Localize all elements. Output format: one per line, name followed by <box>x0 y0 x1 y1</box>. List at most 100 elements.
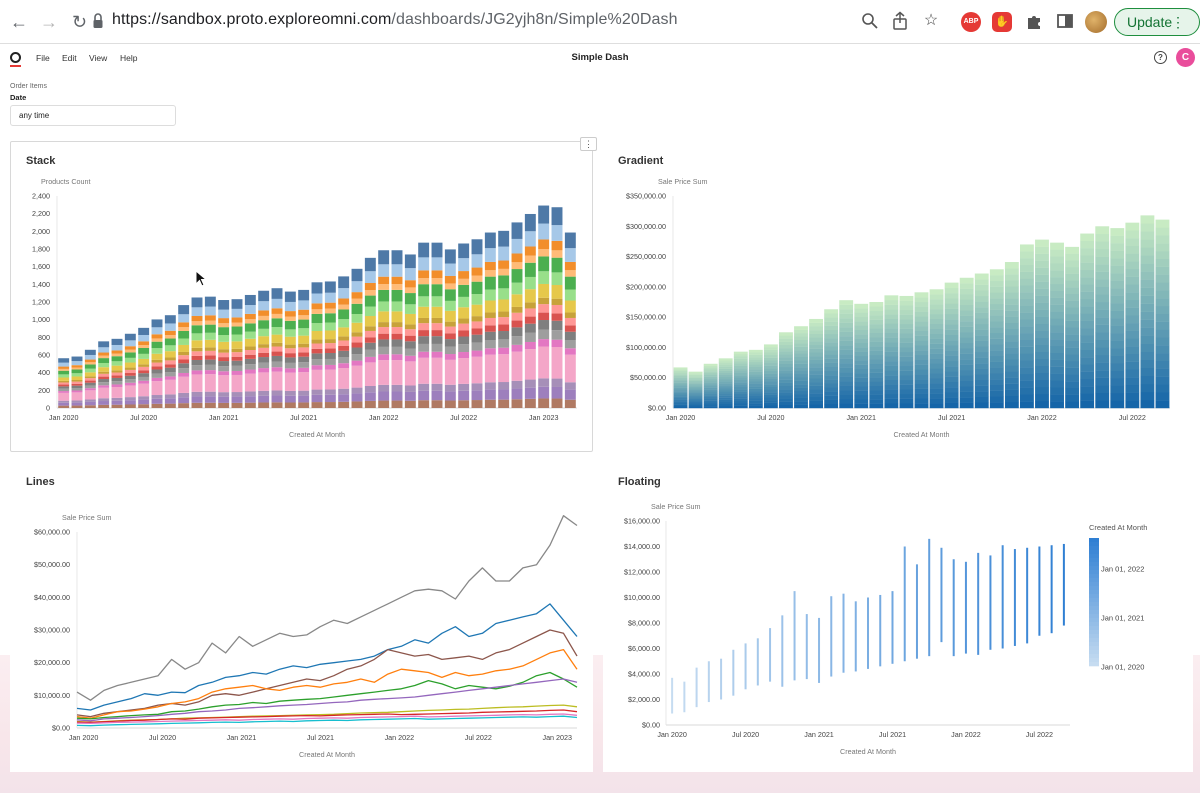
stack-bar-segment <box>351 360 363 366</box>
floating-y-axis-title: Sale Price Sum <box>651 502 701 511</box>
floating-bar <box>1013 549 1016 646</box>
gradient-bar-segment <box>974 385 989 392</box>
gradient-bar-segment <box>854 373 869 378</box>
gradient-bar-segment <box>1019 244 1034 252</box>
floating-legend-gradient <box>1089 630 1099 635</box>
share-icon[interactable] <box>890 11 910 31</box>
stack-bar-segment <box>298 289 310 301</box>
menu-view[interactable]: View <box>89 53 108 63</box>
stop-hand-icon[interactable]: ✋ <box>992 12 1012 32</box>
gradient-bar-segment <box>748 400 763 404</box>
gradient-bar-segment <box>989 384 1004 391</box>
bookmark-star-icon[interactable]: ☆ <box>923 12 939 29</box>
menu-edit[interactable]: Edit <box>62 53 77 63</box>
stack-bar-segment <box>204 359 216 365</box>
menu-help[interactable]: Help <box>120 53 138 63</box>
menu-file[interactable]: File <box>36 53 50 63</box>
stack-bar-segment <box>231 365 243 371</box>
gradient-bar-segment <box>1125 253 1140 262</box>
stack-bar-segment <box>138 404 150 408</box>
side-panel-icon[interactable] <box>1055 11 1075 31</box>
gradient-bar-segment <box>688 386 703 389</box>
stack-bar-segment <box>204 391 216 397</box>
update-button[interactable]: Update ⋮ <box>1114 8 1200 36</box>
gradient-bar-segment <box>1110 385 1125 394</box>
gradient-bar-segment <box>809 385 824 390</box>
stack-bar-segment <box>338 304 350 310</box>
stack-bar-segment <box>71 383 83 386</box>
forward-arrow-icon[interactable]: → <box>40 12 58 32</box>
stack-bar-segment <box>84 362 96 365</box>
stack-bar-segment <box>324 292 336 303</box>
stack-bar-segment <box>138 383 150 397</box>
gradient-bar-segment <box>1140 271 1155 280</box>
omni-logo-icon[interactable] <box>10 52 21 63</box>
help-icon[interactable]: ? <box>1154 51 1167 64</box>
gradient-bar-segment <box>989 286 1004 293</box>
stack-bar-segment <box>444 310 456 322</box>
stack-bar-segment <box>298 328 310 336</box>
stack-bar-segment <box>351 387 363 394</box>
stack-bar-segment <box>364 400 376 408</box>
gradient-bar-segment <box>1125 299 1140 308</box>
back-arrow-icon[interactable]: ← <box>10 12 28 32</box>
zoom-icon[interactable] <box>860 11 880 31</box>
gradient-bar-segment <box>1110 273 1125 281</box>
gradient-bar-segment <box>854 338 869 344</box>
stack-bar-segment <box>164 360 176 365</box>
gradient-bar-segment <box>1080 349 1095 358</box>
date-filter-input[interactable]: any time <box>10 105 176 126</box>
floating-bar <box>867 597 869 669</box>
gradient-bar-segment <box>1080 393 1095 401</box>
stack-bar-segment <box>524 349 536 380</box>
stack-bar-segment <box>458 258 470 272</box>
stack-bar-segment <box>378 322 390 328</box>
gradient-bar-segment <box>989 332 1004 339</box>
reload-icon[interactable]: ↻ <box>72 12 88 32</box>
stack-bar-segment <box>244 346 256 351</box>
stack-bar-segment <box>324 339 336 344</box>
stack-bar-segment <box>391 264 403 277</box>
stack-bar-segment <box>138 373 150 377</box>
gradient-bar-segment <box>779 344 793 349</box>
stack-bar-segment <box>324 369 336 390</box>
stack-bar-segment <box>338 345 350 351</box>
user-avatar[interactable]: C <box>1176 48 1195 67</box>
gradient-bar-segment <box>1080 269 1095 278</box>
stack-bar-segment <box>84 401 96 406</box>
adblock-icon[interactable]: ABP <box>961 12 981 32</box>
gradient-bar-segment <box>914 311 929 317</box>
gradient-bar-segment <box>854 368 869 374</box>
gradient-bar-segment <box>974 357 989 364</box>
gradient-bar-segment <box>809 404 824 409</box>
gradient-bar-segment <box>763 347 778 350</box>
stack-bar-segment <box>484 317 496 326</box>
stack-bar-segment <box>511 320 523 328</box>
stack-bar-segment <box>151 359 163 363</box>
tile-menu-icon[interactable]: ⋮ <box>580 137 597 151</box>
gradient-bar-segment <box>869 394 884 400</box>
lines-tile[interactable] <box>10 462 593 772</box>
stack-xtick-label: Jan 2023 <box>529 413 559 422</box>
gradient-bar-segment <box>869 319 884 325</box>
stack-bar-segment <box>191 396 203 403</box>
gradient-bar-segment <box>1035 323 1049 332</box>
stack-bar-segment <box>204 296 216 307</box>
profile-avatar[interactable] <box>1085 11 1107 33</box>
address-bar[interactable]: https://sandbox.proto.exploreomni.com/da… <box>112 11 678 29</box>
stack-bar-segment <box>271 346 283 352</box>
extensions-icon[interactable] <box>1024 11 1044 31</box>
gradient-bar-segment <box>989 327 1004 334</box>
stack-bar-segment <box>271 313 283 319</box>
stack-bar-segment <box>138 327 150 335</box>
gradient-bar-segment <box>1095 249 1110 257</box>
stack-bar-segment <box>58 384 70 387</box>
gradient-bar-segment <box>929 403 944 409</box>
gradient-bar-segment <box>1065 367 1080 375</box>
gradient-bar-segment <box>673 391 688 393</box>
gradient-bar-segment <box>794 353 808 358</box>
gradient-bar-segment <box>733 386 748 390</box>
stack-bar-segment <box>178 330 190 339</box>
stack-bar-segment <box>231 322 243 327</box>
stack-bar-segment <box>258 390 270 396</box>
